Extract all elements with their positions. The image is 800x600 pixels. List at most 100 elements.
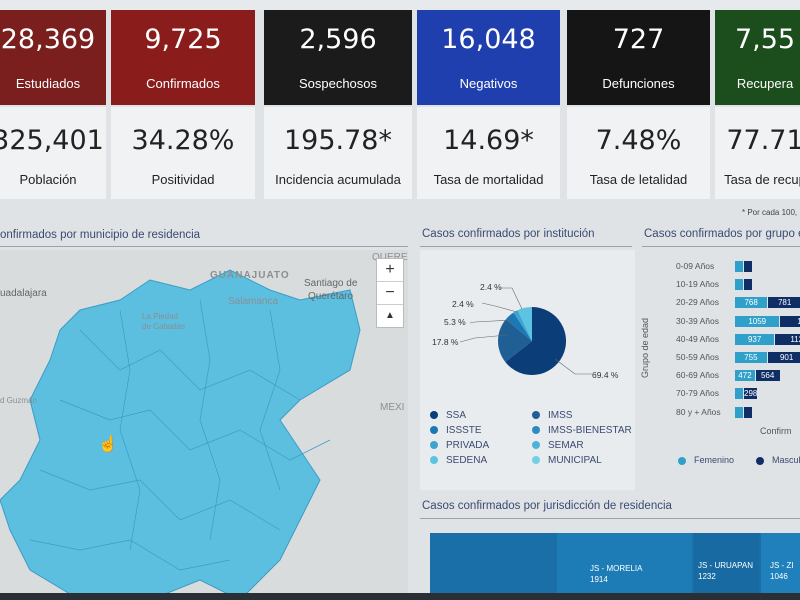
map-label-piedad-2: de Cabadas: [142, 322, 186, 331]
bar-femenino[interactable]: 937: [735, 333, 775, 345]
stat-card-top-1: 9,725 Confirmados: [111, 10, 255, 105]
legend-item-semar[interactable]: SEMAR: [532, 440, 584, 451]
treemap-cell-4[interactable]: [761, 533, 800, 600]
bar-masculino[interactable]: 1123: [775, 333, 800, 345]
zoom-out-button[interactable]: −: [377, 282, 403, 305]
legend-label: IMSS: [548, 410, 573, 421]
age-tick-label: 10-19 Años: [676, 279, 720, 290]
stat-value: 2,596: [299, 24, 377, 55]
pie-label-2: 2.4 %: [452, 299, 474, 309]
legend-dot-icon: [678, 456, 686, 465]
footnote: * Por cada 100,: [742, 208, 798, 217]
age-legend-femenino[interactable]: Femenino: [678, 455, 734, 465]
age-tick-label: 60-69 Años: [676, 370, 720, 381]
map-label-guadalajara: uadalajara: [0, 288, 47, 299]
bar-femenino[interactable]: 755: [735, 352, 767, 363]
legend-dot-icon: [532, 441, 540, 450]
bar-masculino[interactable]: [744, 261, 752, 272]
stat-label: Tasa de mortalidad: [433, 172, 544, 187]
stat-card-top-3: 16,048 Negativos: [417, 10, 560, 105]
stat-label: Confirmados: [146, 76, 220, 91]
bar-masculino[interactable]: [744, 279, 752, 291]
age-legend-masculino[interactable]: Mascul: [756, 455, 800, 465]
legend-label: Femenino: [694, 455, 735, 465]
pie-slice-issste[interactable]: [505, 312, 532, 342]
legend-item-issste[interactable]: ISSSTE: [430, 425, 482, 436]
stat-value: 195.78*: [284, 125, 392, 156]
pie-slice-privada[interactable]: [513, 310, 533, 341]
bar-masculino[interactable]: 901: [767, 352, 800, 363]
jurisdiccion-treemap: JS - MORELIA 1914 JS - URUAPAN 1232 JS -…: [430, 533, 800, 600]
legend-label: IMSS-BIENESTAR: [548, 425, 632, 436]
legend-dot-icon: [756, 456, 764, 465]
jur-value-1: 1914: [590, 575, 608, 584]
bar-femenino[interactable]: 472: [735, 370, 755, 382]
pie-slice-sedena[interactable]: [517, 307, 532, 341]
bar-femenino[interactable]: [735, 261, 743, 272]
jurisdiccion-title: Casos confirmados por jurisdicción de re…: [422, 500, 672, 512]
stat-card-bottom-2: 195.78* Incidencia acumulada: [264, 107, 412, 199]
stat-value: 77.71: [726, 125, 800, 156]
bar-femenino[interactable]: [735, 388, 743, 400]
stat-label: Incidencia acumulada: [275, 172, 401, 187]
stat-card-bottom-5: 77.71 Tasa de recup: [715, 107, 800, 199]
legend-dot-icon: [532, 426, 540, 435]
map-label-mexico: MEXI: [380, 402, 405, 413]
stat-value: 325,401: [0, 125, 104, 156]
map-zoom-control: + − ▲: [376, 258, 404, 328]
treemap-cell-3[interactable]: [694, 533, 759, 600]
bar-femenino[interactable]: 768: [735, 297, 768, 309]
stat-card-bottom-3: 14.69* Tasa de mortalidad: [417, 107, 560, 199]
map-label-piedad: La Piedad: [142, 312, 179, 321]
pie-label-3: 5.3 %: [444, 317, 466, 327]
bar-masculino[interactable]: 781: [768, 297, 800, 309]
legend-dot-icon: [430, 411, 438, 420]
bar-masculino[interactable]: 298: [744, 388, 757, 400]
stat-card-bottom-0: 325,401 Población: [0, 107, 106, 199]
stat-label: Estudiados: [15, 76, 81, 91]
jurisdiccion-rule: [420, 518, 800, 519]
municipality-map[interactable]: GUANAJUATO QUERE Santiago de Querétaro u…: [0, 250, 408, 600]
legend-item-imss[interactable]: IMSS: [532, 410, 572, 421]
legend-label: SSA: [446, 410, 467, 421]
legend-label: SEDENA: [446, 455, 488, 466]
legend-label: Mascul: [772, 455, 800, 465]
reset-north-button[interactable]: ▲: [385, 310, 395, 321]
map-svg: [0, 269, 361, 600]
pie-slice-ssa[interactable]: [505, 306, 567, 375]
jur-name-1: JS - MORELIA: [590, 564, 643, 573]
stat-label: Sospechosos: [298, 76, 378, 91]
zoom-in-button[interactable]: +: [377, 259, 403, 282]
institution-pie: [459, 287, 592, 375]
pie-title: Casos confirmados por institución: [422, 228, 595, 240]
stat-label: Positividad: [151, 172, 215, 187]
treemap-cell-1[interactable]: [430, 533, 555, 600]
bar-masculino[interactable]: 1228: [780, 315, 800, 327]
stat-card-bottom-4: 7.48% Tasa de letalidad: [567, 107, 710, 199]
pie-label-5: 69.4 %: [592, 370, 619, 380]
map-label-queretaro: QUERE: [372, 252, 408, 263]
bar-masculino[interactable]: [744, 406, 752, 418]
legend-item-sedena[interactable]: SEDENA: [430, 455, 487, 466]
legend-item-privada[interactable]: PRIVADA: [430, 440, 489, 451]
jur-value-2: 1232: [698, 572, 716, 581]
stat-card-top-5: 7,55 Recupera: [715, 10, 800, 105]
stat-card-bottom-1: 34.28% Positividad: [111, 107, 255, 199]
stat-label: Negativos: [459, 76, 518, 91]
michoacan-shape: [0, 269, 361, 600]
legend-item-imss-bienestar[interactable]: IMSS-BIENESTAR: [532, 425, 632, 436]
map-title-rule: [0, 246, 408, 247]
legend-dot-icon: [430, 441, 438, 450]
legend-item-ssa[interactable]: SSA: [430, 410, 466, 421]
bar-femenino[interactable]: [735, 279, 743, 291]
bar-femenino[interactable]: [735, 406, 743, 418]
bar-femenino[interactable]: 1059: [735, 315, 780, 327]
pie-slice-imss[interactable]: [498, 319, 532, 362]
age-tick-label: 70-79 Años: [676, 388, 720, 399]
bar-masculino[interactable]: 564: [755, 370, 780, 382]
stat-value: 16,048: [441, 24, 536, 55]
treemap-cell-2[interactable]: [557, 533, 692, 600]
stat-value: 28,369: [0, 24, 96, 55]
jur-name-2: JS - URUAPAN: [698, 561, 753, 570]
legend-item-municipal[interactable]: MUNICIPAL: [532, 455, 602, 466]
